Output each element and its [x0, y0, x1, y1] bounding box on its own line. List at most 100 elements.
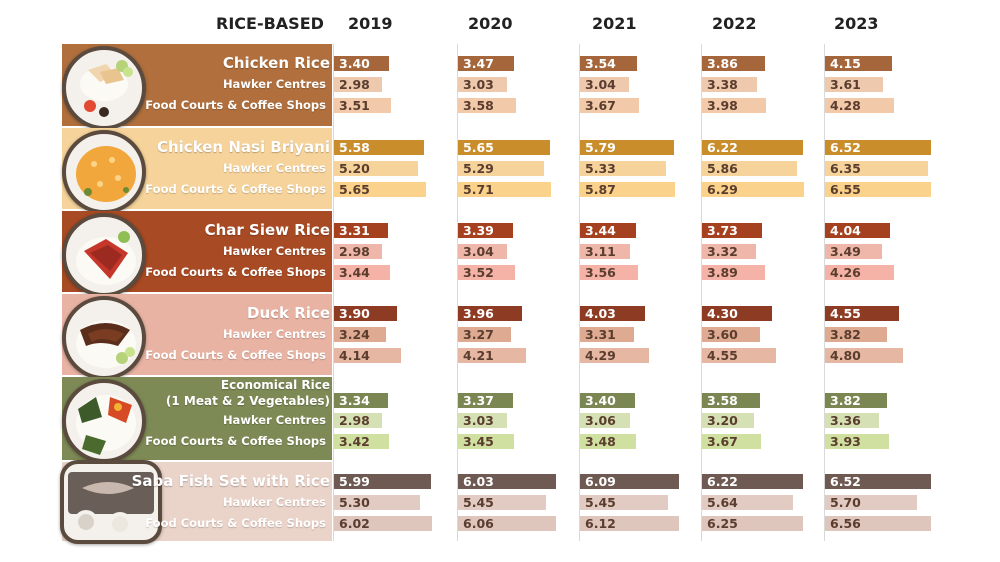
- year-header-2022: 2022: [712, 14, 757, 33]
- row-label-food-courts: Food Courts & Coffee Shops: [145, 182, 326, 196]
- bar-1-2-2020: [458, 182, 551, 197]
- year-gridline-2023: [824, 44, 825, 541]
- bar-5-0-2021: [580, 474, 679, 489]
- bar-0-1-2023: [825, 77, 883, 92]
- year-header-2020: 2020: [468, 14, 513, 33]
- bar-3-0-2020: [458, 306, 522, 321]
- bar-2-1-2023: [825, 244, 882, 259]
- bar-0-0-2023: [825, 56, 892, 71]
- bar-3-2-2020: [458, 348, 526, 363]
- bar-value-label: 3.61: [830, 77, 861, 92]
- bar-value-label: 3.34: [339, 393, 370, 408]
- bar-value-label: 5.33: [585, 161, 616, 176]
- bar-4-2-2023: [825, 434, 889, 449]
- bar-1-0-2023: [825, 140, 931, 155]
- bar-value-label: 3.82: [830, 393, 861, 408]
- bar-5-1-2023: [825, 495, 917, 510]
- year-gridline-2020: [457, 44, 458, 541]
- bar-value-label: 5.86: [707, 161, 738, 176]
- bar-2-0-2019: [334, 223, 388, 238]
- bar-value-label: 5.30: [339, 495, 370, 510]
- bar-2-2-2019: [334, 265, 390, 280]
- bar-3-0-2019: [334, 306, 397, 321]
- bar-1-0-2022: [702, 140, 803, 155]
- bar-value-label: 6.03: [463, 474, 494, 489]
- row-label-hawker-centres: Hawker Centres: [222, 161, 326, 175]
- year-gridline-2022: [701, 44, 702, 541]
- year-gridline-2021: [579, 44, 580, 541]
- bar-0-1-2019: [334, 77, 382, 92]
- row-label-hawker-centres: Hawker Centres: [222, 77, 326, 91]
- bar-value-label: 4.03: [585, 306, 616, 321]
- bar-value-label: 3.58: [707, 393, 738, 408]
- dish-name: Chicken Rice: [222, 54, 330, 72]
- bar-0-2-2020: [458, 98, 516, 113]
- bar-value-label: 4.29: [585, 348, 616, 363]
- row-label-food-courts: Food Courts & Coffee Shops: [145, 265, 326, 279]
- bar-value-label: 3.51: [339, 98, 370, 113]
- bar-3-1-2019: [334, 327, 386, 342]
- row-label-hawker-centres: Hawker Centres: [222, 495, 326, 509]
- bar-value-label: 3.40: [339, 56, 370, 71]
- bar-0-2-2019: [334, 98, 391, 113]
- row-label-hawker-centres: Hawker Centres: [222, 413, 326, 427]
- bar-value-label: 3.86: [707, 56, 738, 71]
- bar-value-label: 6.06: [463, 516, 494, 531]
- bar-3-1-2020: [458, 327, 511, 342]
- bar-value-label: 3.04: [463, 244, 494, 259]
- row-label-food-courts: Food Courts & Coffee Shops: [145, 98, 326, 112]
- bar-value-label: 3.36: [830, 413, 861, 428]
- bar-value-label: 5.64: [707, 495, 738, 510]
- bar-2-1-2021: [580, 244, 630, 259]
- bar-value-label: 3.49: [830, 244, 861, 259]
- bar-value-label: 3.89: [707, 265, 738, 280]
- bar-0-0-2022: [702, 56, 765, 71]
- bar-0-0-2020: [458, 56, 514, 71]
- bar-value-label: 3.47: [463, 56, 494, 71]
- bar-value-label: 6.25: [707, 516, 738, 531]
- bar-value-label: 3.06: [585, 413, 616, 428]
- bar-value-label: 5.45: [463, 495, 494, 510]
- bar-3-2-2019: [334, 348, 401, 363]
- bar-value-label: 3.40: [585, 393, 616, 408]
- bar-value-label: 3.39: [463, 223, 494, 238]
- bar-0-1-2021: [580, 77, 629, 92]
- bar-3-2-2023: [825, 348, 903, 363]
- row-label-food-courts: Food Courts & Coffee Shops: [145, 348, 326, 362]
- bar-value-label: 6.02: [339, 516, 370, 531]
- bar-value-label: 3.04: [585, 77, 616, 92]
- bar-value-label: 3.44: [339, 265, 370, 280]
- bar-value-label: 6.12: [585, 516, 616, 531]
- dish-name: Saba Fish Set with Rice: [131, 472, 330, 490]
- bar-value-label: 5.71: [463, 182, 494, 197]
- bar-4-1-2021: [580, 413, 630, 428]
- bar-value-label: 5.79: [585, 140, 616, 155]
- bar-value-label: 6.52: [830, 474, 861, 489]
- bar-5-1-2022: [702, 495, 793, 510]
- bar-value-label: 3.48: [585, 434, 616, 449]
- bar-4-1-2022: [702, 413, 754, 428]
- bar-5-0-2023: [825, 474, 931, 489]
- bar-value-label: 4.28: [830, 98, 861, 113]
- bar-value-label: 6.55: [830, 182, 861, 197]
- bar-3-2-2022: [702, 348, 776, 363]
- bar-3-1-2021: [580, 327, 634, 342]
- bar-value-label: 3.38: [707, 77, 738, 92]
- bar-value-label: 5.65: [463, 140, 494, 155]
- bar-value-label: 3.56: [585, 265, 616, 280]
- bar-4-2-2020: [458, 434, 514, 449]
- bar-value-label: 3.54: [585, 56, 616, 71]
- dish-name-line-1: (1 Meat & 2 Vegetables): [165, 394, 330, 408]
- bar-value-label: 3.67: [585, 98, 616, 113]
- bar-4-0-2021: [580, 393, 635, 408]
- bar-5-2-2021: [580, 516, 679, 531]
- bar-5-1-2020: [458, 495, 546, 510]
- bar-value-label: 3.96: [463, 306, 494, 321]
- bar-value-label: 4.30: [707, 306, 738, 321]
- bar-5-1-2019: [334, 495, 420, 510]
- bar-value-label: 4.14: [339, 348, 370, 363]
- bar-value-label: 4.15: [830, 56, 861, 71]
- bar-value-label: 3.60: [707, 327, 738, 342]
- bar-5-2-2023: [825, 516, 931, 531]
